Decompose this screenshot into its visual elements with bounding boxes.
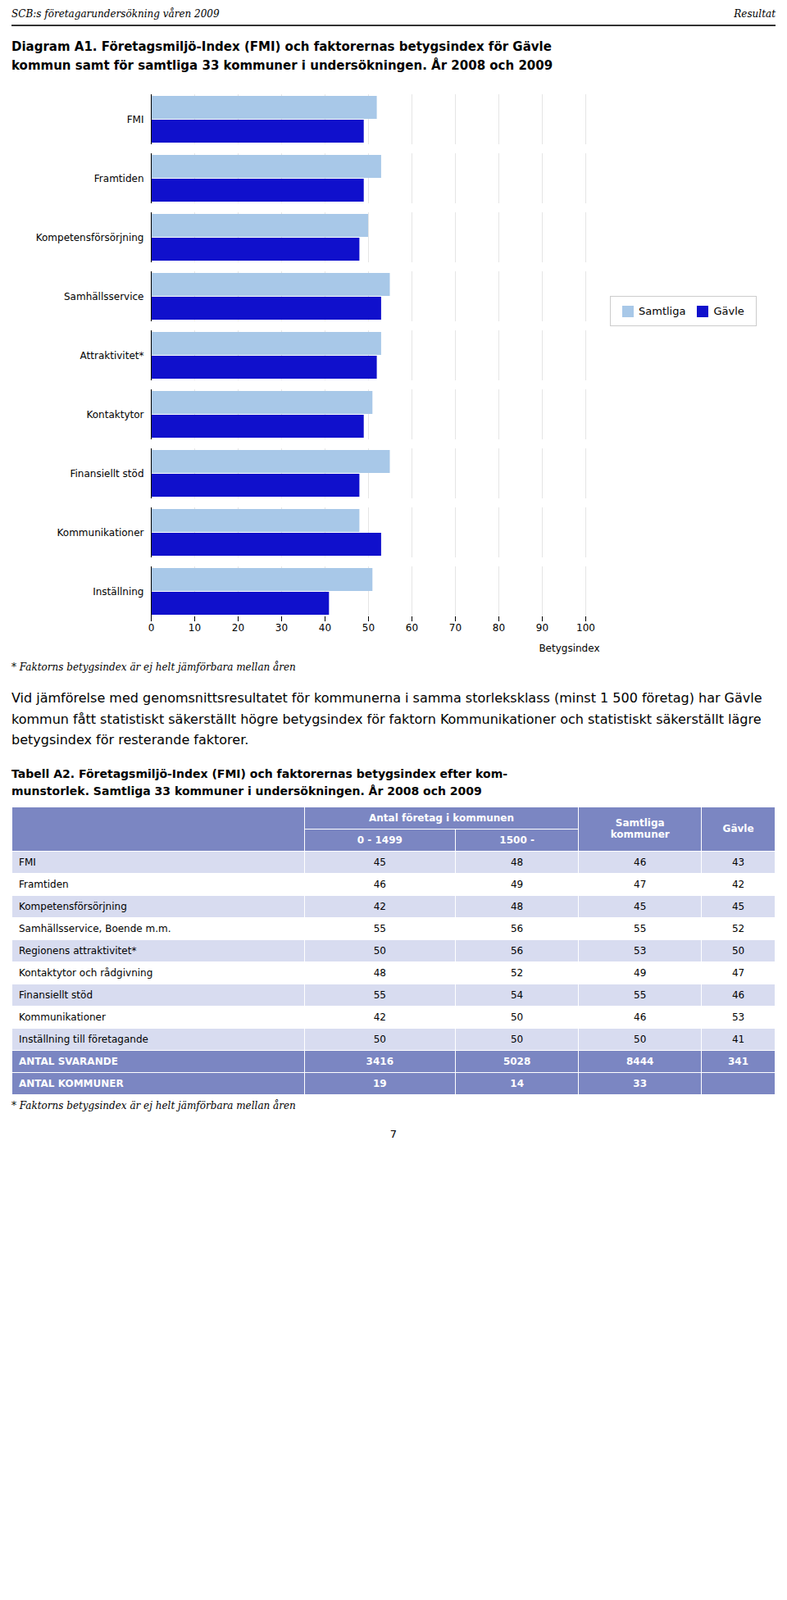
- html-text:Framtiden: Framtiden: [18, 878, 69, 891]
- html-text:50: 50: [510, 1033, 524, 1046]
- html-text:55: 55: [633, 989, 647, 1001]
- html-text:48: 48: [510, 856, 524, 868]
- svg-text:80: 80: [492, 622, 505, 634]
- html-text:46: 46: [633, 1011, 647, 1023]
- html-text:46: 46: [373, 878, 387, 891]
- svg-text:Kommunikationer: Kommunikationer: [57, 527, 145, 539]
- html-text:45: 45: [373, 856, 387, 868]
- html-text:46: 46: [731, 989, 745, 1001]
- html-text:Samtliga kommuner: Samtliga kommuner: [610, 817, 670, 841]
- html-text:8444: 8444: [626, 1055, 654, 1068]
- html-text:48: 48: [373, 967, 387, 979]
- html-text:Kontaktytor och rådgivning: Kontaktytor och rådgivning: [18, 967, 153, 979]
- html-text:50: 50: [633, 1033, 647, 1046]
- html-text:47: 47: [633, 878, 647, 891]
- html-text:48: 48: [510, 900, 524, 913]
- html-text:42: 42: [731, 878, 745, 891]
- html-text:FMI: FMI: [18, 856, 36, 868]
- html-text:* Faktorns betygsindex är ej h: * Faktorns betygsindex är ej helt jämför…: [11, 661, 296, 674]
- svg-text:FMI: FMI: [127, 113, 145, 126]
- svg-text:Kontaktytor: Kontaktytor: [86, 409, 144, 421]
- html-text:54: 54: [510, 989, 524, 1001]
- html-text:55: 55: [633, 922, 647, 935]
- html-text:50: 50: [373, 1033, 387, 1046]
- html-text:52: 52: [510, 967, 524, 979]
- html-text:41: 41: [731, 1033, 745, 1046]
- html-text:49: 49: [633, 967, 647, 979]
- html-text:7: 7: [390, 1127, 397, 1141]
- html-text:3416: 3416: [366, 1055, 394, 1068]
- html-text:Finansiellt stöd: Finansiellt stöd: [18, 989, 93, 1001]
- html-text:Gävle: Gävle: [713, 304, 745, 318]
- html-text:53: 53: [731, 1011, 745, 1023]
- html-text:0 - 1499: 0 - 1499: [357, 834, 403, 846]
- svg-text:20: 20: [232, 622, 245, 634]
- html-text:ANTAL SVARANDE: ANTAL SVARANDE: [18, 1055, 118, 1068]
- svg-text:Inställning: Inställning: [92, 586, 144, 598]
- html-text:Gävle: Gävle: [722, 823, 754, 835]
- html-text:55: 55: [373, 989, 387, 1001]
- svg-text:90: 90: [536, 622, 549, 634]
- html-text:Kommunikationer: Kommunikationer: [18, 1011, 106, 1023]
- svg-text:Finansiellt stöd: Finansiellt stöd: [70, 468, 145, 480]
- svg-text:Attraktivitet*: Attraktivitet*: [80, 350, 145, 362]
- html-text:* Faktorns betygsindex är ej h: * Faktorns betygsindex är ej helt jämför…: [11, 1099, 296, 1112]
- html-text:55: 55: [373, 922, 387, 935]
- html-text:Resultat: Resultat: [733, 8, 776, 20]
- html-text:33: 33: [633, 1077, 647, 1090]
- html-text:Tabell A2. Företagsmiljö-Index: Tabell A2. Företagsmiljö-Index (FMI) och…: [11, 767, 508, 798]
- html-text:Vid jämförelse med genomsnitts: Vid jämförelse med genomsnittsresultatet…: [11, 690, 763, 748]
- html-text:53: 53: [633, 945, 647, 957]
- html-text:42: 42: [373, 900, 387, 913]
- svg-text:Kompetensförsörjning: Kompetensförsörjning: [36, 232, 145, 244]
- html-text:14: 14: [510, 1077, 524, 1090]
- svg-text:100: 100: [576, 622, 596, 634]
- html-text:1500 -: 1500 -: [499, 834, 535, 846]
- html-text:Kompetensförsörjning: Kompetensförsörjning: [18, 900, 127, 913]
- svg-text:40: 40: [318, 622, 332, 634]
- html-text:Samtliga: Samtliga: [638, 304, 686, 318]
- html-text:Regionens attraktivitet*: Regionens attraktivitet*: [18, 945, 137, 957]
- html-text:5028: 5028: [503, 1055, 531, 1068]
- svg-text:Framtiden: Framtiden: [94, 172, 145, 185]
- svg-text:60: 60: [405, 622, 419, 634]
- svg-text:10: 10: [188, 622, 201, 634]
- html-text:56: 56: [510, 945, 524, 957]
- html-text:49: 49: [510, 878, 524, 891]
- svg-text:Samhällsservice: Samhällsservice: [63, 291, 145, 303]
- html-text:Inställning till företagande: Inställning till företagande: [18, 1033, 149, 1046]
- svg-text:70: 70: [449, 622, 462, 634]
- html-text:50: 50: [731, 945, 745, 957]
- html-text:50: 50: [373, 945, 387, 957]
- svg-text:30: 30: [275, 622, 288, 634]
- html-text:50: 50: [510, 1011, 524, 1023]
- svg-text:Betygsindex: Betygsindex: [538, 642, 600, 655]
- html-text:42: 42: [373, 1011, 387, 1023]
- html-text:ANTAL KOMMUNER: ANTAL KOMMUNER: [18, 1077, 124, 1090]
- html-text:SCB:s företagarundersökning vå: SCB:s företagarundersökning våren 2009: [11, 8, 220, 20]
- html-text:45: 45: [633, 900, 647, 913]
- html-text:56: 56: [510, 922, 524, 935]
- svg-text:0: 0: [148, 622, 155, 634]
- html-text:47: 47: [731, 967, 745, 979]
- html-text:Antal företag i kommunen: Antal företag i kommunen: [368, 812, 515, 824]
- html-text:Samhällsservice, Boende m.m.: Samhällsservice, Boende m.m.: [18, 922, 171, 935]
- html-text:45: 45: [731, 900, 745, 913]
- html-text:52: 52: [731, 922, 745, 935]
- html-text:43: 43: [731, 856, 745, 868]
- html-text:341: 341: [727, 1055, 749, 1068]
- html-text:Diagram A1. Företagsmiljö-Inde: Diagram A1. Företagsmiljö-Index (FMI) oc…: [11, 39, 553, 73]
- html-text:46: 46: [633, 856, 647, 868]
- html-text:19: 19: [373, 1077, 387, 1090]
- svg-text:50: 50: [362, 622, 375, 634]
